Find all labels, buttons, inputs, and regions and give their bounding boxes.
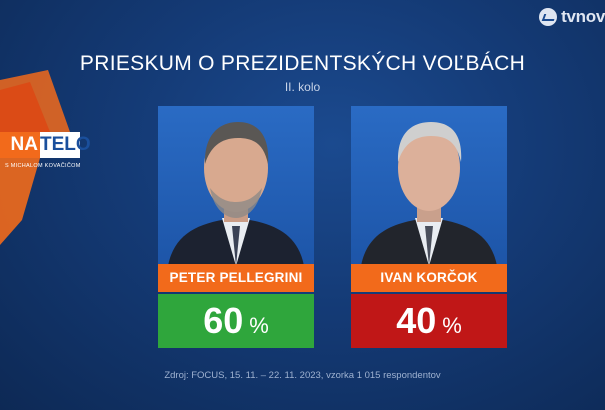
chart-source-note: Zdroj: FOCUS, 15. 11. – 22. 11. 2023, vz… [164, 370, 441, 381]
value-label-pellegrini: 60 [203, 300, 244, 341]
broadcaster-logo: tvnov [539, 6, 605, 28]
person-portrait-icon [168, 122, 304, 266]
candidate-name-korcok: IVAN KORČOK [351, 264, 507, 292]
value-unit-pellegrini: % [249, 313, 269, 338]
show-logo-subtitle: S MICHALOM KOVAČIČOM [5, 163, 81, 169]
chart-title: PRIESKUM O PREZIDENTSKÝCH VOĽBÁCH [79, 52, 526, 75]
show-logo: NA TELO S MICHALOM KOVAČIČOM [0, 70, 91, 270]
show-logo-telo: TELO [40, 132, 91, 158]
value-label-korcok: 40 [396, 300, 437, 341]
show-logo-shape [0, 70, 70, 245]
candidate-photo-pellegrini [158, 106, 314, 266]
broadcaster-name: tvnov [561, 7, 605, 26]
tvnoviny-logo-icon [539, 8, 558, 26]
chart-subtitle: II. kolo [284, 80, 321, 94]
candidate-photo-korcok [351, 106, 507, 266]
value-box-korcok: 40% [351, 294, 507, 348]
candidate-card-pellegrini: PETER PELLEGRINI 60% [158, 106, 314, 348]
candidate-name-pellegrini: PETER PELLEGRINI [158, 264, 314, 292]
candidate-card-korcok: IVAN KORČOK 40% [351, 106, 507, 348]
value-unit-korcok: % [442, 313, 462, 338]
person-portrait-icon [361, 122, 497, 266]
show-logo-na: NA [0, 132, 40, 158]
value-box-pellegrini: 60% [158, 294, 314, 348]
